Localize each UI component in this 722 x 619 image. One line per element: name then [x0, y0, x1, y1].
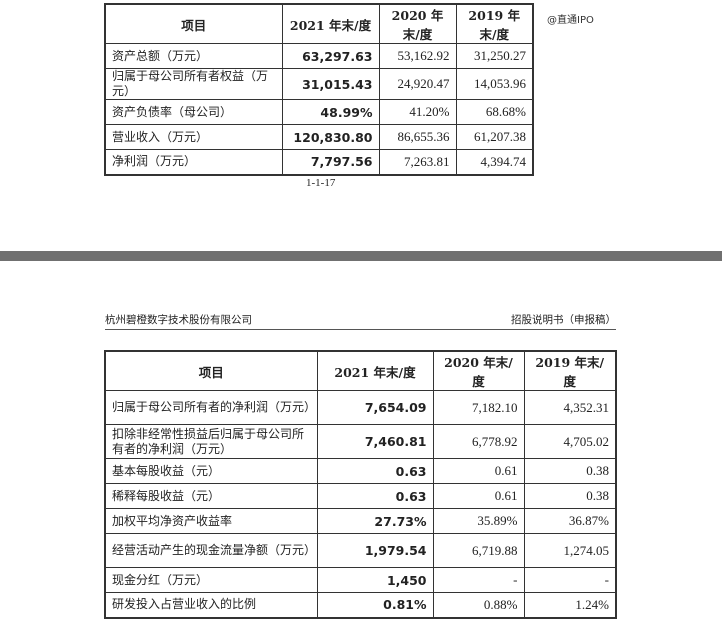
cell-value: 0.61: [432, 483, 525, 509]
cell-value: 7,182.10: [432, 390, 525, 425]
row-label: 净利润（万元）: [104, 149, 283, 175]
table-row: 归属于母公司所有者的净利润（万元） 7,654.09 7,182.10 4,352.3…: [104, 390, 617, 425]
table-row: 净利润（万元） 7,797.56 7,263.81 4,394.74: [104, 149, 534, 175]
cell-value: 6,778.92: [432, 424, 525, 459]
cell-value: 61,207.38: [455, 124, 534, 150]
cell-value: 0.38: [523, 483, 617, 509]
cell-value: 1.24%: [523, 592, 617, 618]
column-header: 2019 年末/度: [523, 350, 617, 391]
row-label: 营业收入（万元）: [104, 124, 283, 150]
page-header: 杭州碧橙数字技术股份有限公司 招股说明书（申报稿）: [105, 313, 616, 330]
row-label: 研发投入占营业收入的比例: [104, 592, 318, 618]
cell-value: 6,719.88: [432, 533, 525, 568]
row-label: 资产负债率（母公司）: [104, 99, 283, 125]
cell-value: 1,979.54: [316, 533, 434, 568]
cell-value: -: [432, 567, 525, 593]
watermark: @直通IPO: [547, 15, 594, 26]
table-row: 归属于母公司所有者权益（万元） 31,015.43 24,920.47 14,053.…: [104, 68, 534, 100]
cell-value: 86,655.36: [378, 124, 457, 150]
cell-value: 0.63: [316, 458, 434, 484]
cell-value: 48.99%: [281, 99, 380, 125]
financial-table-2: 项目 2021 年末/度 2020 年末/度 2019 年末/度 归属于母公司所有者的净…: [104, 350, 617, 619]
table-row: 资产总额（万元） 63,297.63 53,162.92 31,250.27: [104, 43, 534, 69]
cell-value: 1,274.05: [523, 533, 617, 568]
cell-value: 0.38: [523, 458, 617, 484]
table-row: 现金分红（万元） 1,450- -: [104, 567, 617, 593]
cell-value: 120,830.80: [281, 124, 380, 150]
row-label: 经营活动产生的现金流量净额（万元）: [104, 533, 318, 568]
row-label: 资产总额（万元）: [104, 43, 283, 69]
cell-value: 36.87%: [523, 508, 617, 534]
cell-value: 31,015.43: [281, 68, 380, 100]
column-header: 项目: [104, 3, 283, 44]
page-separator: [0, 251, 722, 261]
cell-value: 24,920.47: [378, 68, 457, 100]
cell-value: 7,654.09: [316, 390, 434, 425]
row-label: 归属于母公司所有者的净利润（万元）: [104, 390, 318, 425]
cell-value: 0.61: [432, 458, 525, 484]
cell-value: 63,297.63: [281, 43, 380, 69]
cell-value: 53,162.92: [378, 43, 457, 69]
row-label: 稀释每股收益（元）: [104, 483, 318, 509]
cell-value: 41.20%: [378, 99, 457, 125]
financial-table-1: 项目 2021 年末/度 2020 年末/度 2019 年末/度 资产总额（万元） 63,…: [104, 3, 534, 176]
column-header: 2021 年末/度: [316, 350, 434, 391]
cell-value: 0.88%: [432, 592, 525, 618]
table-header-row: 项目 2021 年末/度 2020 年末/度 2019 年末/度: [104, 350, 617, 391]
table-row: 加权平均净资产收益率 27.73% 35.89% 36.87%: [104, 508, 617, 534]
column-header: 2019 年末/度: [455, 3, 534, 44]
table-row: 研发投入占营业收入的比例 0.81% 0.88% 1.24%: [104, 592, 617, 618]
table-row: 稀释每股收益（元） 0.63 0.61 0.38: [104, 483, 617, 509]
cell-value: 4,394.74: [455, 149, 534, 175]
document-title: 招股说明书（申报稿）: [511, 314, 616, 326]
cell-value: 31,250.27: [455, 43, 534, 69]
column-header: 2020 年末/度: [378, 3, 457, 44]
cell-value: -: [523, 567, 617, 593]
cell-value: 0.81%: [316, 592, 434, 618]
row-label: 归属于母公司所有者权益（万元）: [104, 68, 283, 100]
cell-value: 4,705.02: [523, 424, 617, 459]
cell-value: 27.73%: [316, 508, 434, 534]
cell-value: 7,263.81: [378, 149, 457, 175]
table-row: 资产负债率（母公司） 48.99% 41.20% 68.68%: [104, 99, 534, 125]
column-header: 项目: [104, 350, 318, 391]
cell-value: 14,053.96: [455, 68, 534, 100]
cell-value: 4,352.31: [523, 390, 617, 425]
row-label: 现金分红（万元）: [104, 567, 318, 593]
column-header: 2021 年末/度: [281, 3, 380, 44]
cell-value: 1,450: [316, 567, 434, 593]
row-label: 扣除非经常性损益后归属于母公司所有者的净利润（万元）: [104, 424, 318, 459]
cell-value: 0.63: [316, 483, 434, 509]
cell-value: 68.68%: [455, 99, 534, 125]
row-label: 基本每股收益（元）: [104, 458, 318, 484]
table-row: 基本每股收益（元） 0.63 0.61 0.38: [104, 458, 617, 484]
cell-value: 7,797.56: [281, 149, 380, 175]
company-name: 杭州碧橙数字技术股份有限公司: [105, 314, 252, 326]
table-row: 经营活动产生的现金流量净额（万元） 1,979.54 6,719.88 1,274.0…: [104, 533, 617, 568]
table-row: 营业收入（万元） 120,830.80 86,655.36 61,207.38: [104, 124, 534, 150]
page-number: 1-1-17: [306, 177, 336, 189]
table-header-row: 项目 2021 年末/度 2020 年末/度 2019 年末/度: [104, 3, 534, 44]
row-label: 加权平均净资产收益率: [104, 508, 318, 534]
cell-value: 7,460.81: [316, 424, 434, 459]
cell-value: 35.89%: [432, 508, 525, 534]
column-header: 2020 年末/度: [432, 350, 525, 391]
table-row: 扣除非经常性损益后归属于母公司所有者的净利润（万元） 7,460.81 6,778.…: [104, 424, 617, 459]
